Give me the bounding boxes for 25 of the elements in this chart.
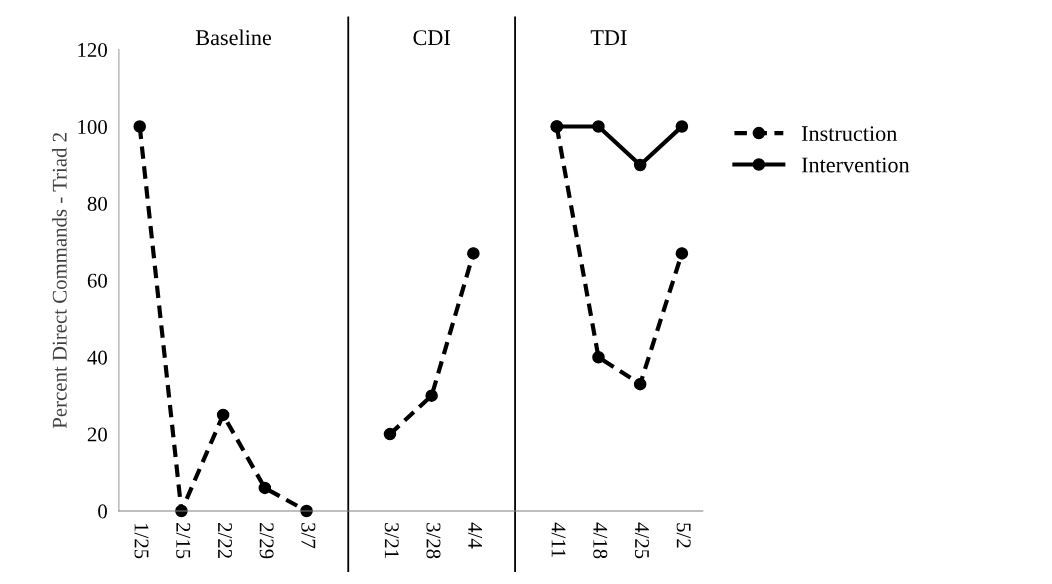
legend-label: Intervention	[801, 157, 910, 173]
x-tick-label: 4/18	[593, 522, 608, 559]
x-tick-label: 3/28	[426, 523, 441, 559]
x-tick-label: 1/25	[134, 523, 149, 559]
text: Baseline	[195, 29, 272, 46]
y-tick-label: 0	[98, 504, 107, 519]
text: TDI	[590, 30, 627, 45]
x-tick-label: 4/25	[634, 522, 649, 559]
x-tick-label: 4/4	[468, 522, 483, 549]
y-axis-title: Percent Direct Commands - Triad 2	[52, 133, 67, 429]
x-tick-label: 2/15	[176, 523, 191, 559]
y-tick-label: 120	[78, 43, 107, 58]
text: CDI	[413, 30, 451, 46]
y-tick-label: 60	[87, 273, 107, 288]
x-tick-label: 2/29	[259, 523, 274, 559]
x-tick-label: 3/7	[301, 523, 316, 549]
y-tick-label: 20	[87, 427, 107, 442]
legend-label: Instruction	[801, 126, 898, 142]
x-tick-label: 4/11	[551, 522, 566, 558]
x-tick-label: 3/21	[384, 523, 399, 558]
y-tick-label: 100	[78, 119, 107, 134]
x-tick-label: 2/22	[217, 523, 232, 558]
y-tick-label: 40	[87, 350, 107, 365]
x-tick-label: 5/2	[676, 523, 691, 548]
y-tick-label: 80	[87, 196, 107, 211]
